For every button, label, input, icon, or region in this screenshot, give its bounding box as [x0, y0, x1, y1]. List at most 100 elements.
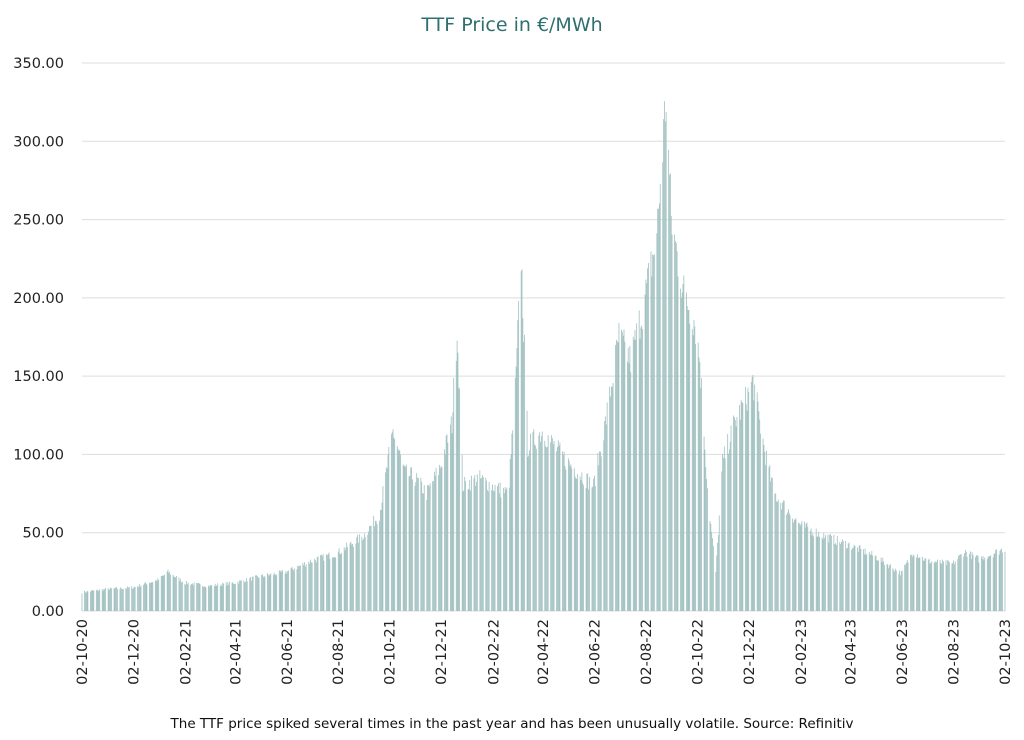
price-bar: [399, 450, 401, 611]
price-bar: [792, 518, 793, 611]
x-tick-label: 02-06-21: [280, 619, 296, 685]
price-bar: [237, 581, 239, 611]
price-bar: [500, 497, 502, 611]
price-bar: [809, 530, 811, 611]
x-tick-label: 02-08-23: [947, 619, 963, 685]
price-bar: [919, 557, 921, 611]
price-bar: [488, 481, 490, 611]
price-bar: [774, 493, 776, 611]
price-bar: [581, 472, 583, 611]
price-bar: [107, 588, 109, 611]
price-bar: [870, 554, 872, 611]
price-bar: [140, 585, 142, 611]
price-bar: [149, 583, 151, 611]
price-bar: [278, 570, 280, 611]
price-bar: [547, 435, 549, 611]
y-tick-label: 150.00: [13, 369, 64, 385]
price-bar: [591, 487, 593, 611]
price-bar: [404, 465, 406, 611]
price-bar: [864, 548, 866, 611]
x-tick-label: 02-10-23: [998, 619, 1014, 685]
price-bar: [789, 515, 791, 611]
price-bar: [373, 515, 375, 611]
price-bar: [326, 555, 328, 611]
price-bar: [258, 577, 260, 611]
price-bar: [447, 442, 449, 611]
price-bar: [964, 553, 965, 611]
price-bar: [611, 386, 613, 611]
price-bar: [90, 590, 92, 611]
price-bar: [284, 573, 286, 611]
price-bar: [158, 579, 160, 611]
price-bar: [387, 454, 389, 611]
price-bar: [703, 436, 705, 611]
price-bar: [910, 554, 911, 611]
price-bar: [676, 251, 678, 611]
price-bar: [263, 577, 265, 611]
price-bar: [96, 589, 98, 611]
price-bar: [887, 564, 889, 611]
price-bar: [298, 566, 300, 611]
price-bar: [217, 583, 219, 611]
price-bar: [115, 587, 117, 611]
price-bar: [412, 479, 413, 611]
price-bar: [558, 445, 560, 611]
price-bar: [315, 560, 316, 611]
price-bar: [111, 588, 112, 611]
price-bar: [669, 173, 671, 611]
price-bar: [764, 451, 766, 611]
price-bar: [716, 555, 718, 611]
price-bar: [356, 537, 358, 611]
price-bar: [562, 451, 563, 611]
price-bar: [936, 561, 938, 611]
price-bar: [692, 335, 694, 611]
y-tick-label: 50.00: [22, 526, 64, 542]
price-bar: [577, 474, 579, 611]
price-bar: [127, 587, 129, 611]
price-bar: [580, 480, 582, 611]
price-bar: [641, 325, 643, 611]
price-bar: [934, 561, 936, 611]
price-bar: [331, 557, 333, 611]
price-bar: [225, 582, 227, 611]
price-bar: [379, 509, 381, 611]
price-bar: [762, 438, 764, 611]
price-bar: [235, 583, 236, 611]
price-bar: [693, 320, 695, 611]
price-bar: [998, 554, 1000, 611]
price-bar: [550, 442, 552, 611]
price-bar: [482, 476, 484, 611]
price-bar: [364, 537, 366, 611]
price-bar: [451, 433, 453, 611]
price-bar: [589, 477, 590, 611]
price-bar: [121, 588, 123, 611]
price-bar: [610, 396, 611, 611]
price-bar: [433, 471, 435, 611]
price-bar: [858, 545, 860, 611]
price-bar: [426, 500, 428, 611]
y-tick-label: 350.00: [13, 56, 64, 72]
price-bar: [645, 279, 647, 611]
price-bar: [642, 329, 643, 611]
price-bar: [781, 509, 783, 611]
price-bar: [618, 322, 620, 611]
x-tick-label: 02-02-21: [179, 619, 195, 685]
price-bar: [657, 208, 659, 611]
price-bar: [945, 560, 947, 611]
price-bar: [941, 563, 943, 611]
price-bar: [747, 387, 749, 611]
price-bar: [345, 547, 347, 611]
price-bar: [969, 553, 970, 611]
price-bar: [305, 564, 307, 611]
price-bar: [981, 556, 982, 611]
price-bar: [557, 447, 558, 611]
price-bar: [893, 570, 895, 611]
price-bar: [244, 582, 246, 611]
price-bar: [228, 584, 230, 611]
price-bar: [745, 404, 747, 611]
price-bar: [315, 562, 317, 611]
price-bar: [694, 326, 696, 611]
price-bar: [514, 377, 516, 611]
price-bar: [736, 416, 738, 611]
price-bar: [504, 487, 506, 611]
